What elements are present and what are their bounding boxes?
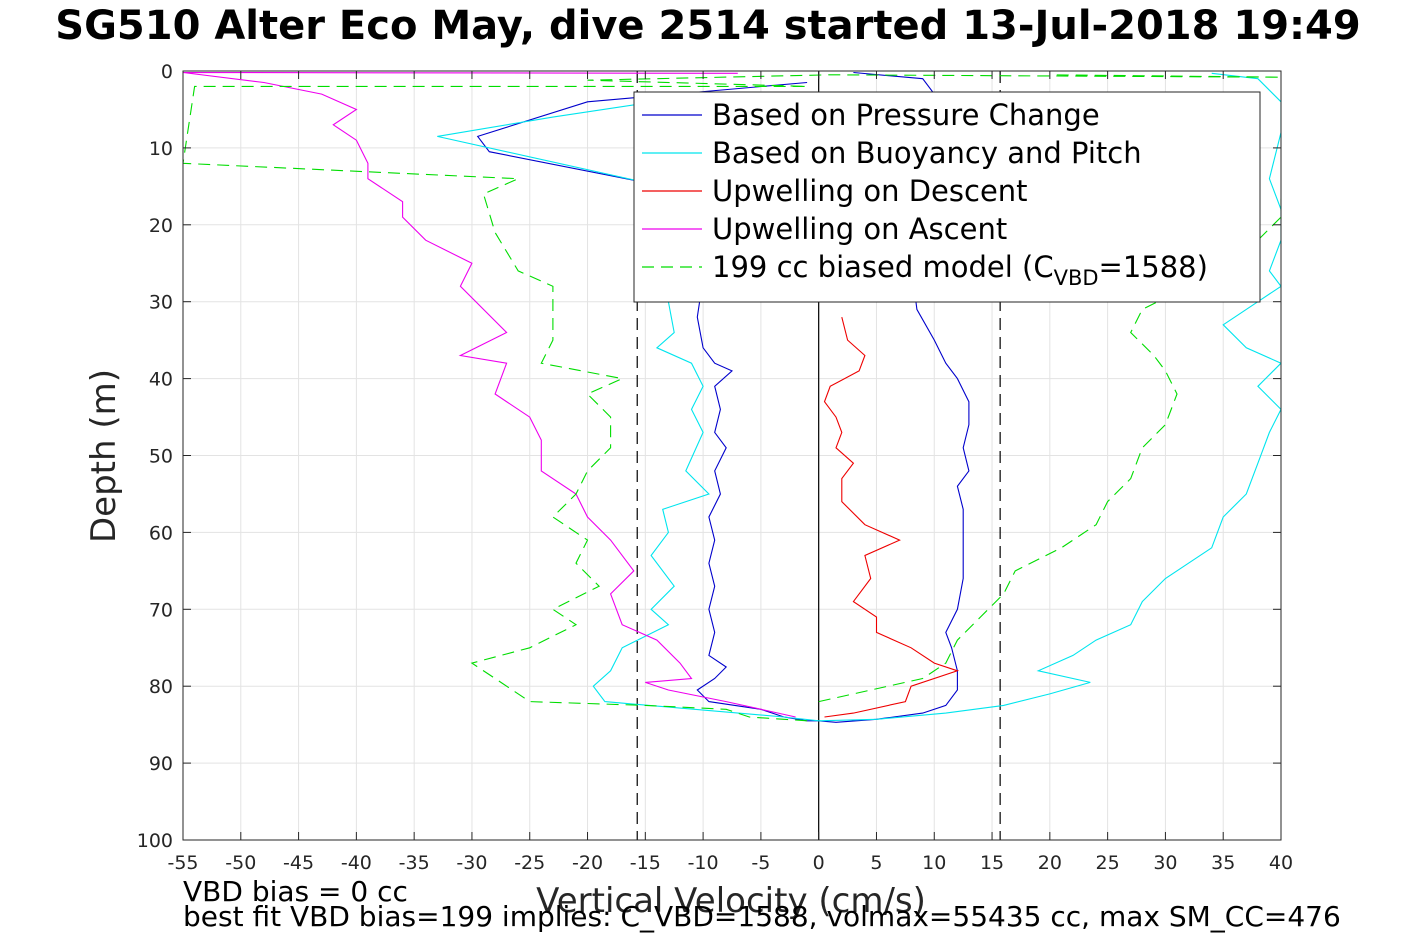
x-tick-label: 35 <box>1211 852 1235 874</box>
legend-box <box>633 91 1261 303</box>
x-tick-label: 5 <box>870 852 882 874</box>
series-line-3 <box>823 316 960 718</box>
x-tick-label: -45 <box>283 852 314 874</box>
x-axis-label: Vertical Velocity (cm/s) <box>536 881 926 921</box>
x-tick-label: 25 <box>1096 852 1120 874</box>
x-tick-label: -20 <box>572 852 603 874</box>
y-tick-label: 0 <box>161 61 173 83</box>
x-tick-label: -30 <box>456 852 487 874</box>
legend: Based on Pressure Change Based on Buoyanc… <box>633 91 1261 303</box>
axes-layer: -55 -50 -45 -40 -35 -30 -25 -20 -15 -10 -5 0 5 10 15 20… <box>137 61 1293 874</box>
series-line-2 <box>437 72 1281 722</box>
x-tick-label: -35 <box>399 852 430 874</box>
legend-label-2: Based on Buoyancy and Pitch <box>712 136 1142 170</box>
x-tick-label: 15 <box>980 852 1004 874</box>
x-tick-label: 0 <box>813 852 825 874</box>
y-tick-label: 20 <box>149 215 173 237</box>
y-tick-label: 100 <box>137 830 173 852</box>
y-tick-label: 40 <box>149 369 173 391</box>
x-tick-label: -50 <box>225 852 256 874</box>
legend-label-5: 199 cc biased model (CVBD=1588) <box>712 250 1208 290</box>
x-tick-label: -55 <box>167 852 198 874</box>
x-tick-label: 10 <box>922 852 946 874</box>
x-tick-label: 40 <box>1269 852 1293 874</box>
chart-title: SG510 Alter Eco May, dive 2514 started 1… <box>55 3 1361 49</box>
series-line-4 <box>183 71 796 718</box>
series-line-5 <box>183 74 1281 722</box>
x-tick-label: 30 <box>1153 852 1177 874</box>
y-tick-label: 10 <box>149 138 173 160</box>
legend-label-4: Upwelling on Ascent <box>712 212 1007 246</box>
series-line-6 <box>818 194 1281 703</box>
y-tick-label: 90 <box>149 753 173 775</box>
y-tick-label: 80 <box>149 676 173 698</box>
x-tick-label: 20 <box>1038 852 1062 874</box>
x-tick-label: -40 <box>341 852 372 874</box>
legend-label-3: Upwelling on Descent <box>712 174 1028 208</box>
y-tick-label: 60 <box>149 522 173 544</box>
x-tick-label: -25 <box>514 852 545 874</box>
y-axis-label: Depth (m) <box>84 368 124 544</box>
y-tick-label: 30 <box>149 292 173 314</box>
y-tick-label: 70 <box>149 599 173 621</box>
x-tick-label: -15 <box>630 852 661 874</box>
x-tick-label: -5 <box>751 852 770 874</box>
legend-label-1: Based on Pressure Change <box>712 98 1100 132</box>
series-layer <box>183 71 1281 723</box>
x-tick-label: -10 <box>688 852 719 874</box>
y-tick-label: 50 <box>149 446 173 468</box>
footer-best-fit: best fit VBD bias=199 implies: C_VBD=158… <box>183 900 1341 933</box>
footer-vbd-bias: VBD bias = 0 cc <box>183 875 408 908</box>
